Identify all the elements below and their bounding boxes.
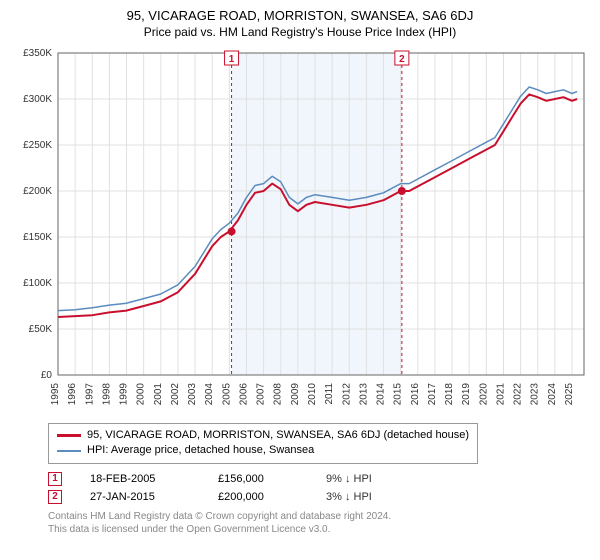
svg-text:£300K: £300K — [23, 94, 52, 105]
transaction-price: £200,000 — [218, 491, 298, 503]
svg-text:2008: 2008 — [273, 383, 284, 406]
svg-text:2: 2 — [399, 54, 405, 65]
svg-text:1995: 1995 — [50, 383, 61, 406]
svg-text:2017: 2017 — [427, 383, 438, 406]
transaction-price: £156,000 — [218, 473, 298, 485]
transaction-marker-icon: 2 — [48, 490, 62, 504]
svg-text:£50K: £50K — [29, 324, 53, 335]
svg-text:2003: 2003 — [187, 383, 198, 406]
legend: 95, VICARAGE ROAD, MORRISTON, SWANSEA, S… — [48, 423, 478, 464]
svg-text:2004: 2004 — [204, 383, 215, 406]
svg-text:2000: 2000 — [136, 383, 147, 406]
transaction-date: 18-FEB-2005 — [90, 473, 190, 485]
svg-text:2025: 2025 — [564, 383, 575, 406]
footer-attribution: Contains HM Land Registry data © Crown c… — [48, 510, 588, 536]
svg-text:1999: 1999 — [119, 383, 130, 406]
svg-text:£0: £0 — [41, 370, 53, 381]
transaction-row: 2 27-JAN-2015 £200,000 3% ↓ HPI — [48, 488, 588, 506]
legend-label: HPI: Average price, detached house, Swan… — [87, 443, 314, 458]
svg-text:2015: 2015 — [393, 383, 404, 406]
svg-text:2011: 2011 — [324, 383, 335, 405]
svg-text:£250K: £250K — [23, 140, 52, 151]
svg-text:2020: 2020 — [478, 383, 489, 406]
svg-text:2012: 2012 — [341, 383, 352, 406]
legend-item: 95, VICARAGE ROAD, MORRISTON, SWANSEA, S… — [57, 428, 469, 443]
legend-swatch — [57, 450, 81, 452]
svg-text:2016: 2016 — [410, 383, 421, 406]
svg-text:2014: 2014 — [376, 383, 387, 406]
svg-text:2007: 2007 — [256, 383, 267, 406]
svg-text:1996: 1996 — [67, 383, 78, 406]
svg-text:2021: 2021 — [495, 383, 506, 406]
svg-text:2010: 2010 — [307, 383, 318, 406]
svg-text:2013: 2013 — [358, 383, 369, 406]
chart-area: £0 £50K £100K £150K £200K £250K £300K £350K 1995… — [12, 47, 588, 417]
svg-text:1: 1 — [229, 54, 235, 65]
svg-text:£350K: £350K — [23, 48, 52, 59]
legend-item: HPI: Average price, detached house, Swan… — [57, 443, 469, 458]
transaction-date: 27-JAN-2015 — [90, 491, 190, 503]
svg-text:1998: 1998 — [101, 383, 112, 406]
legend-label: 95, VICARAGE ROAD, MORRISTON, SWANSEA, S… — [87, 428, 469, 443]
svg-text:£150K: £150K — [23, 232, 52, 243]
svg-text:2023: 2023 — [530, 383, 541, 406]
svg-text:2001: 2001 — [153, 383, 164, 406]
chart-container: 95, VICARAGE ROAD, MORRISTON, SWANSEA, S… — [0, 0, 600, 542]
svg-text:2019: 2019 — [461, 383, 472, 406]
svg-text:£100K: £100K — [23, 278, 52, 289]
transaction-table: 1 18-FEB-2005 £156,000 9% ↓ HPI 2 27-JAN… — [48, 470, 588, 506]
line-chart: £0 £50K £100K £150K £200K £250K £300K £350K 1995… — [12, 47, 588, 417]
svg-text:2018: 2018 — [444, 383, 455, 406]
chart-subtitle: Price paid vs. HM Land Registry's House … — [12, 25, 588, 39]
chart-title: 95, VICARAGE ROAD, MORRISTON, SWANSEA, S… — [12, 8, 588, 23]
transaction-pct: 3% ↓ HPI — [326, 491, 416, 503]
transaction-row: 1 18-FEB-2005 £156,000 9% ↓ HPI — [48, 470, 588, 488]
svg-text:£200K: £200K — [23, 186, 52, 197]
transaction-marker-icon: 1 — [48, 472, 62, 486]
svg-text:1997: 1997 — [84, 383, 95, 406]
svg-text:2022: 2022 — [513, 383, 524, 406]
svg-text:2006: 2006 — [238, 383, 249, 406]
svg-text:2005: 2005 — [221, 383, 232, 406]
transaction-pct: 9% ↓ HPI — [326, 473, 416, 485]
legend-swatch — [57, 434, 81, 437]
svg-text:2024: 2024 — [547, 383, 558, 406]
svg-text:2002: 2002 — [170, 383, 181, 406]
svg-text:2009: 2009 — [290, 383, 301, 406]
